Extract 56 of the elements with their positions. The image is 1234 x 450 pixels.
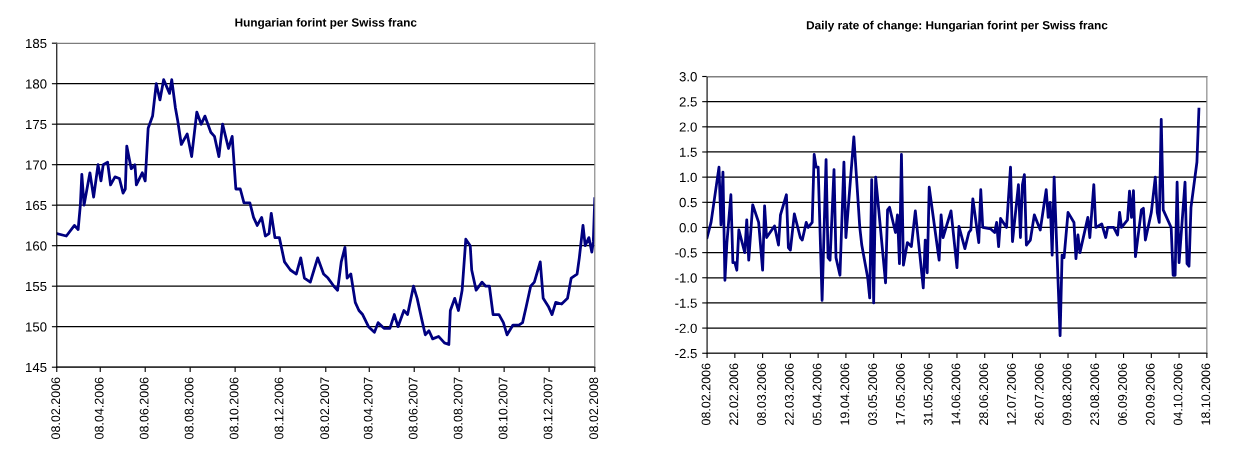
x-tick-label: 08.02.2006 [51,377,61,439]
x-tick-label: 17.05.2006 [895,363,905,425]
x-tick-label: 18.10.2006 [1201,363,1211,425]
line-series [707,107,1201,338]
y-tick-label: 0.0 [679,223,697,233]
x-tick-label: 09.08.2006 [1062,363,1072,426]
y-tick-label: 1.5 [680,147,697,157]
x-tick-label: 08.03.2006 [757,363,766,426]
y-tick-label: 2.0 [679,122,697,132]
y-tick-label: 1.0 [680,172,697,183]
y-tick-label: 2.5 [679,97,697,107]
y-tick-label: 145 [26,362,47,373]
y-tick-label: 170 [26,160,47,170]
x-tick-label: 08.08.2006 [184,377,194,439]
x-tick-label: 03.05.2006 [868,363,878,426]
y-tick-label: 3.0 [679,72,697,82]
y-tick-label: -1.5 [675,298,697,308]
chart-title: Daily rate of change: Hungarian forint per Swiss franc [806,20,1108,32]
y-tick-label: -2.5 [675,348,697,359]
x-tick-label: 08.12.2006 [274,377,284,439]
x-tick-label: 08.10.2006 [229,377,239,439]
x-tick-label: 12.07.2006 [1007,363,1016,425]
y-tick-label: -2.0 [675,323,697,333]
x-tick-label: 14.06.2006 [951,363,961,425]
x-tick-label: 08.06.2007 [408,377,418,439]
y-tick-label: 150 [26,322,47,332]
x-tick-label: 22.02.2006 [729,363,739,425]
x-tick-label: 28.06.2006 [979,363,989,425]
x-tick-label: 19.04.2006 [840,363,850,425]
x-tick-label: 08.04.2007 [363,377,373,439]
x-tick-label: 04.10.2006 [1173,363,1183,426]
x-tick-label: 08.02.2007 [320,377,330,439]
x-tick-label: 08.02.2008 [589,377,599,439]
x-tick-label: 06.09.2006 [1118,363,1127,426]
x-tick-label: 08.08.2007 [453,377,463,439]
x-tick-label: 08.12.2007 [543,377,553,439]
x-tick-label: 22.03.2006 [784,363,794,425]
x-tick-label: 31.05.2006 [923,363,933,426]
y-tick-label: 155 [26,281,47,292]
y-tick-label: 185 [26,38,47,49]
y-tick-label: 180 [26,79,47,89]
x-tick-label: 26.07.2006 [1034,363,1044,425]
x-tick-label: 08.10.2007 [498,377,508,439]
x-tick-label: 08.04.2006 [94,377,104,439]
x-tick-label: 23.08.2006 [1090,363,1100,425]
y-tick-label: -1.0 [675,273,697,283]
y-tick-label: 160 [26,241,47,251]
x-tick-label: 08.02.2006 [701,363,711,426]
y-tick-label: 0.5 [679,197,697,208]
y-tick-label: -0.5 [675,248,697,258]
chart-title: Hungarian forint per Swiss franc [235,17,417,30]
x-tick-label: 20.09.2006 [1145,363,1155,425]
y-tick-label: 165 [26,200,47,211]
y-tick-label: 175 [26,119,47,130]
x-tick-label: 05.04.2006 [812,363,822,426]
x-tick-label: 08.06.2006 [139,377,149,439]
